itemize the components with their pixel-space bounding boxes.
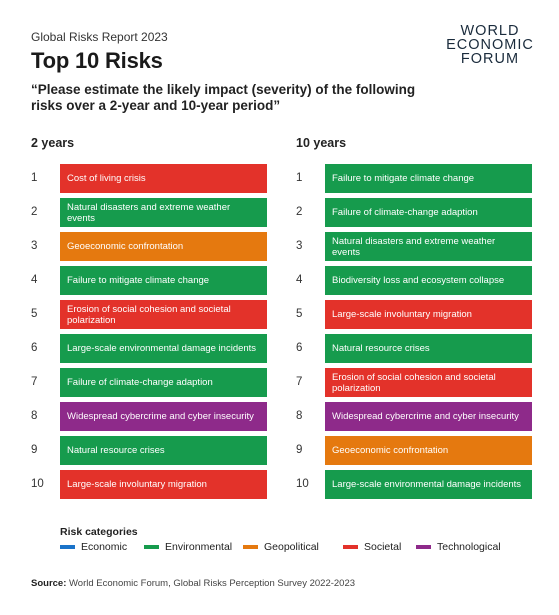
rank-number: 8: [296, 410, 303, 422]
logo-line-1: WORLD: [460, 23, 520, 39]
source-label: Source:: [31, 578, 67, 589]
risk-bar: Erosion of social cohesion and societal …: [60, 300, 267, 329]
survey-question: “Please estimate the likely impact (seve…: [31, 82, 416, 113]
legend-item-geopolitical: Geopolitical: [243, 541, 319, 553]
risk-bar: Natural resource crises: [325, 334, 532, 363]
logo-line-3: FORUM: [460, 51, 520, 67]
legend-swatch: [416, 545, 431, 549]
rank-number: 6: [296, 342, 303, 354]
risk-bar: Natural disasters and extreme weather ev…: [325, 232, 532, 261]
legend-swatch: [343, 545, 358, 549]
rank-number: 4: [296, 274, 303, 286]
legend-swatch: [243, 545, 258, 549]
risk-bar: Natural disasters and extreme weather ev…: [60, 198, 267, 227]
risk-bar: Large-scale involuntary migration: [325, 300, 532, 329]
risk-bar: Widespread cybercrime and cyber insecuri…: [60, 402, 267, 431]
rank-number: 3: [31, 240, 38, 252]
risk-bar: Large-scale environmental damage inciden…: [60, 334, 267, 363]
rank-number: 2: [31, 206, 38, 218]
rank-number: 2: [296, 206, 303, 218]
wef-logo: WORLD ECONOMIC FORUM: [440, 23, 540, 67]
rank-number: 10: [31, 478, 44, 490]
report-name: Global Risks Report 2023: [31, 30, 168, 44]
legend-item-technological: Technological: [416, 541, 501, 553]
legend-item-environmental: Environmental: [144, 541, 232, 553]
page-title: Top 10 Risks: [31, 48, 163, 73]
rank-number: 8: [31, 410, 38, 422]
risk-bar: Biodiversity loss and ecosystem collapse: [325, 266, 532, 295]
rank-number: 6: [31, 342, 38, 354]
risk-bar: Large-scale involuntary migration: [60, 470, 267, 499]
legend-label: Technological: [437, 541, 501, 553]
rank-number: 9: [296, 444, 303, 456]
rank-number: 1: [296, 172, 303, 184]
risk-bar: Failure of climate-change adaption: [60, 368, 267, 397]
risk-bar: Natural resource crises: [60, 436, 267, 465]
risk-bar: Failure of climate-change adaption: [325, 198, 532, 227]
risk-bar: Failure to mitigate climate change: [60, 266, 267, 295]
legend-swatch: [60, 545, 75, 549]
rank-number: 7: [31, 376, 38, 388]
column-heading-10-years: 10 years: [296, 136, 347, 150]
risk-bar: Geoeconomic confrontation: [325, 436, 532, 465]
rank-number: 9: [31, 444, 38, 456]
risk-bar: Geoeconomic confrontation: [60, 232, 267, 261]
legend-label: Geopolitical: [264, 541, 319, 553]
legend-item-economic: Economic: [60, 541, 127, 553]
rank-number: 10: [296, 478, 309, 490]
column-heading-2-years: 2 years: [31, 136, 75, 150]
legend-label: Economic: [81, 541, 128, 553]
risk-bar: Erosion of social cohesion and societal …: [325, 368, 532, 397]
rank-number: 4: [31, 274, 38, 286]
risk-bar: Cost of living crisis: [60, 164, 267, 193]
source-note: Source: World Economic Forum, Global Ris…: [31, 578, 355, 589]
rank-number: 7: [296, 376, 303, 388]
legend-title: Risk categories: [60, 526, 138, 538]
rank-number: 5: [31, 308, 38, 320]
logo-line-2: ECONOMIC: [446, 37, 534, 53]
rank-number: 3: [296, 240, 303, 252]
source-text: World Economic Forum, Global Risks Perce…: [69, 578, 356, 589]
legend-item-societal: Societal: [343, 541, 401, 553]
legend-label: Environmental: [165, 541, 233, 553]
rank-number: 1: [31, 172, 38, 184]
risk-bar: Failure to mitigate climate change: [325, 164, 532, 193]
risk-bar: Widespread cybercrime and cyber insecuri…: [325, 402, 532, 431]
risk-bar: Large-scale environmental damage inciden…: [325, 470, 532, 499]
legend-label: Societal: [364, 541, 402, 553]
rank-number: 5: [296, 308, 303, 320]
legend-swatch: [144, 545, 159, 549]
